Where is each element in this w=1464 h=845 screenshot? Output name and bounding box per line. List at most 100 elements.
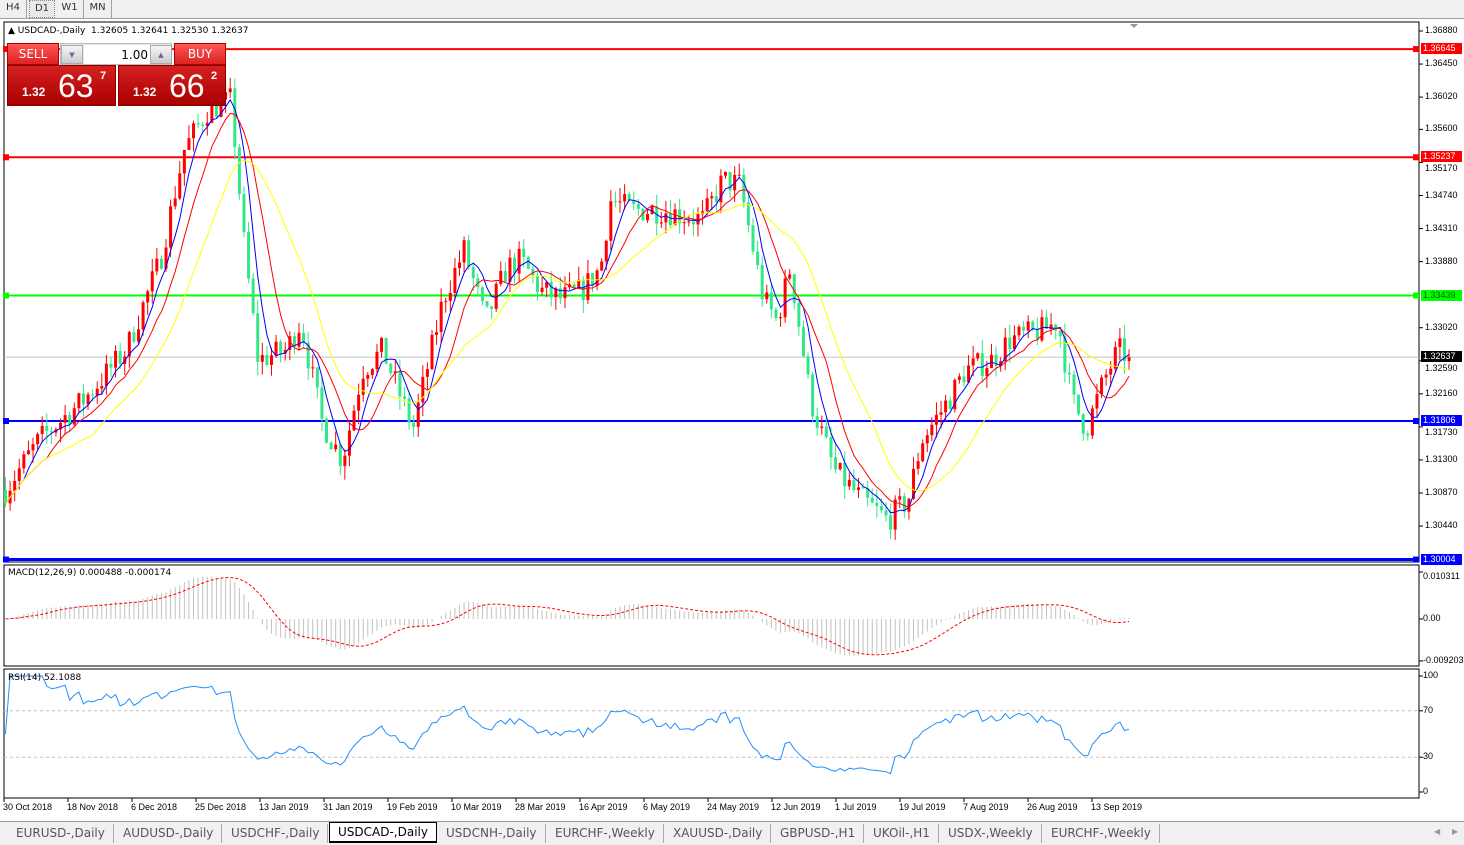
candle-body (613, 201, 617, 203)
sell-button[interactable]: SELL (7, 43, 59, 65)
candle-body (902, 496, 906, 512)
candle-body (1008, 337, 1012, 350)
candle-body (485, 301, 489, 307)
lot-stepper: ▼ ▲ (60, 43, 172, 65)
price-axis-label: 1.34740 (1425, 189, 1458, 200)
candle-body (925, 435, 929, 444)
candle-body (806, 356, 810, 375)
candle-body (875, 502, 879, 506)
chart-tab[interactable]: USDX-,Weekly (940, 824, 1042, 843)
hline-price-tag: 1.30004 (1421, 553, 1462, 565)
chart-tab[interactable]: EURCHF-,Weekly (547, 824, 664, 843)
buy-price[interactable]: 1.32 66 2 (118, 65, 226, 106)
chart-tab[interactable]: USDCAD-,Daily (329, 822, 437, 843)
macd-axis-label: -0.009203 (1423, 654, 1464, 665)
candle-body (563, 287, 567, 299)
candle-body (999, 361, 1003, 367)
hline-price-tag: 1.33439 (1421, 289, 1462, 301)
candle-body (237, 147, 241, 195)
candle-body (760, 265, 764, 300)
candle-body (1086, 433, 1090, 436)
candle-body (545, 282, 549, 288)
timeframe-h4[interactable]: H4 (0, 0, 27, 18)
candle-body (1035, 328, 1039, 341)
candle-body (632, 200, 636, 205)
candle-body (499, 270, 503, 284)
candle-body (13, 480, 17, 491)
candle-body (1077, 394, 1081, 415)
time-axis-label: 19 Feb 2019 (387, 802, 438, 812)
candle-body (1063, 336, 1067, 373)
chart-tab[interactable]: USDCHF-,Daily (223, 824, 329, 843)
candle-body (907, 498, 911, 512)
candle-body (201, 124, 205, 126)
price-axis-label: 1.34310 (1425, 222, 1458, 233)
candle-body (627, 194, 631, 201)
timeframe-mn[interactable]: MN (84, 0, 112, 18)
rsi-line (5, 675, 1130, 775)
candle-body (636, 204, 640, 209)
candles (4, 77, 1131, 540)
candle-body (421, 376, 425, 403)
candle-body (458, 262, 462, 268)
hline-anchor-icon (3, 46, 9, 53)
price-axis-label: 1.35170 (1425, 163, 1458, 174)
chart-tab[interactable]: USDCNH-,Daily (438, 824, 546, 843)
hline-price-tag: 1.35237 (1421, 151, 1462, 163)
candle-body (352, 410, 356, 431)
candle-body (448, 292, 452, 301)
chart-tab[interactable]: GBPUSD-,H1 (772, 824, 865, 843)
candle-body (682, 222, 686, 224)
macd-axis-label: 0.010311 (1423, 570, 1460, 581)
candle-body (283, 349, 287, 354)
candle-body (737, 174, 741, 176)
candle-body (136, 329, 140, 342)
rsi-axis-label: 100 (1423, 670, 1439, 680)
candle-body (856, 487, 860, 490)
hline-price-tag: 1.36645 (1421, 43, 1462, 55)
sell-price[interactable]: 1.32 63 7 (7, 65, 116, 106)
candle-body (967, 365, 971, 383)
candle-body (31, 444, 35, 451)
chart-tab[interactable]: EURCHF-,Weekly (1043, 824, 1160, 843)
collapse-triangle-icon[interactable]: ▲ (8, 26, 15, 36)
price-axis-label: 1.32160 (1425, 387, 1458, 398)
candle-body (118, 350, 122, 365)
chart-tab[interactable]: UKOil-,H1 (865, 824, 939, 843)
candle-body (182, 149, 186, 174)
candle-body (109, 363, 113, 368)
chart-tab[interactable]: EURUSD-,Daily (8, 824, 114, 843)
candle-body (1072, 374, 1076, 395)
lot-decrease-icon[interactable]: ▼ (61, 45, 83, 64)
lot-increase-icon[interactable]: ▲ (150, 45, 172, 64)
candle-body (338, 444, 342, 466)
candle-body (26, 450, 30, 455)
candle-body (288, 336, 292, 350)
candle-body (989, 354, 993, 369)
lot-input[interactable] (84, 45, 150, 64)
timeframe-w1[interactable]: W1 (56, 0, 84, 18)
candle-body (723, 171, 727, 176)
chart-tab[interactable]: XAUUSD-,Daily (665, 824, 772, 843)
candle-body (719, 175, 723, 203)
chart-tab[interactable]: AUDUSD-,Daily (115, 824, 223, 843)
buy-button[interactable]: BUY (174, 43, 226, 65)
macd-axis-label: 0.00 (1423, 613, 1441, 623)
candle-body (985, 368, 989, 377)
candle-body (1095, 394, 1099, 409)
candle-body (127, 332, 131, 357)
timeframe-d1[interactable]: D1 (29, 0, 55, 18)
time-axis-label: 30 Oct 2018 (3, 802, 53, 812)
candle-body (751, 225, 755, 252)
time-axis-label: 6 May 2019 (643, 802, 691, 812)
candle-body (714, 196, 718, 203)
scroll-left-icon[interactable]: ◀ (1434, 827, 1441, 836)
candle-body (389, 363, 393, 374)
candle-body (36, 434, 40, 445)
scroll-right-icon[interactable]: ▶ (1452, 827, 1459, 836)
candle-body (471, 266, 475, 279)
time-axis-label: 16 Apr 2019 (579, 802, 628, 812)
candle-body (1109, 368, 1113, 375)
candle-body (164, 247, 168, 269)
